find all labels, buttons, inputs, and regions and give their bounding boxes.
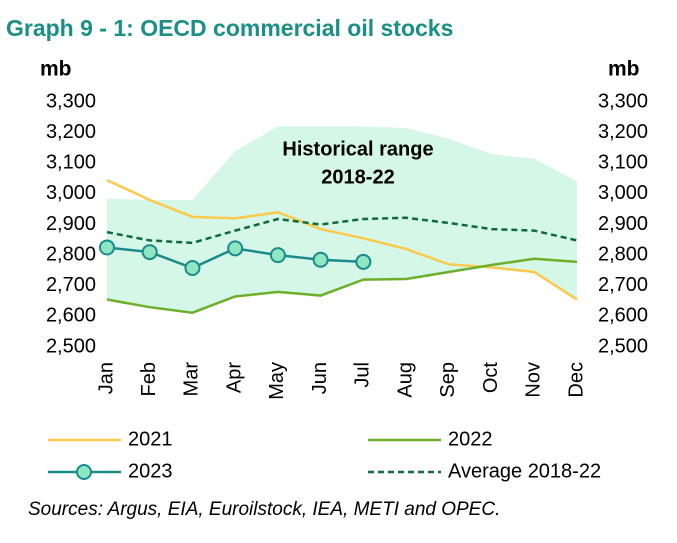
annotation: 2018-22 [321,166,394,188]
y-tick-label: 2,900 [46,213,96,235]
marker [99,239,115,256]
y2-tick-label: 3,200 [598,121,648,143]
series-line [106,178,578,301]
y-tick-label: 3,000 [46,182,96,204]
legend-label: 2023 [128,460,173,482]
y-tick-label: 2,600 [46,305,96,327]
x-tick-label: Oct [480,362,502,394]
y-tick-label: 2,500 [46,335,96,357]
x-tick-label: Jun [309,362,331,394]
x-tick-label: Dec [565,362,587,398]
annotation: Historical range [282,138,433,160]
y2-tick-label: 3,000 [598,182,648,204]
marker [355,253,372,270]
y2-tick-label: 2,900 [598,213,648,235]
x-tick-label: Sep [437,362,459,398]
marker [184,259,201,276]
x-tick-label: Jan [95,362,117,394]
y2-tick-label: 2,800 [598,243,648,265]
source: Sources: Argus, EIA, Euroilstock, IEA, M… [28,499,500,520]
series-line [106,257,578,314]
y2-tick-label: 2,500 [598,335,648,357]
y-tick-label: 3,100 [46,152,96,174]
chart-title: Graph 9 - 1: OECD commercial oil stocks [6,15,453,41]
x-tick-label: Aug [394,362,416,398]
marker [141,244,158,261]
x-tick-label: Mar [181,362,203,397]
y2-tick-label: 2,600 [598,305,648,327]
y-tick-label: 2,700 [46,274,96,296]
x-tick-label: Nov [523,362,545,398]
y-tick-label: 2,800 [46,243,96,265]
y-tick-label: 3,200 [46,121,96,143]
y2-axis-label: mb [608,58,640,81]
x-tick-label: Feb [138,362,160,396]
y2-tick-label: 3,100 [598,152,648,174]
legend-label: Average 2018-22 [448,460,601,482]
marker [227,240,244,257]
y2-tick-label: 2,700 [598,274,648,296]
x-tick-label: Apr [223,362,245,393]
legend-label: 2021 [128,428,173,450]
y-tick-label: 3,300 [46,90,96,112]
y2-tick-label: 3,300 [598,90,648,112]
x-tick-label: Jul [352,362,374,388]
legend-marker [76,464,92,480]
marker [269,247,286,264]
y-axis-label: mb [40,58,72,81]
x-tick-label: May [266,362,288,400]
legend-label: 2022 [448,428,493,450]
marker [312,251,329,268]
